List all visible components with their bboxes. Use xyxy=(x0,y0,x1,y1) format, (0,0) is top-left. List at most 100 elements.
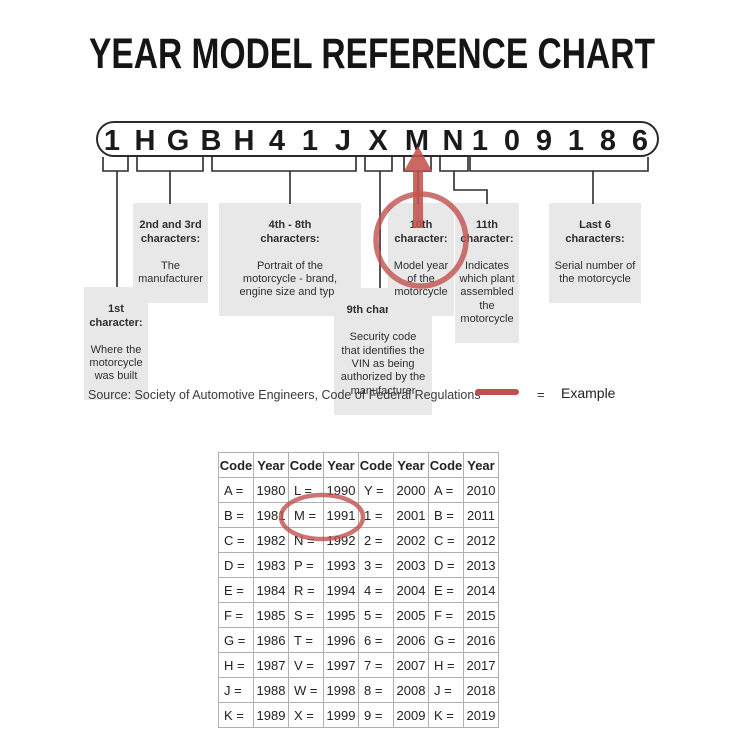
table-cell: W = xyxy=(288,677,324,703)
callout-head: 1st character: xyxy=(89,303,143,329)
table-row: C = 1982 N = 1992 2 = 2002 C = 2012 xyxy=(218,527,499,553)
table-cell: 2018 xyxy=(463,677,499,703)
table-header-row: Code Year Code Year Code Year Code Year xyxy=(218,452,499,478)
table-cell: E = xyxy=(218,577,254,603)
table-cell: 1984 xyxy=(253,577,289,603)
callout-head: 10th character: xyxy=(394,219,448,245)
table-cell: 1997 xyxy=(323,652,359,678)
callout-body: Where the motorcycle was built xyxy=(89,343,143,383)
table-header-cell: Code xyxy=(428,452,464,478)
callout-1st-character: 1st character: Where the motorcycle was … xyxy=(84,287,148,401)
table-cell: 2016 xyxy=(463,627,499,653)
table-header-cell: Year xyxy=(393,452,429,478)
table-row: G = 1986 T = 1996 6 = 2006 G = 2016 xyxy=(218,627,499,653)
table-cell: 4 = xyxy=(358,577,394,603)
vin-pill xyxy=(96,121,659,157)
table-cell: 1999 xyxy=(323,702,359,728)
table-cell: 1995 xyxy=(323,602,359,628)
table-cell: 2004 xyxy=(393,577,429,603)
table-cell: 1994 xyxy=(323,577,359,603)
bracket-1st xyxy=(102,157,129,172)
table-cell: 1985 xyxy=(253,602,289,628)
table-cell: 1990 xyxy=(323,477,359,503)
callout-head: 4th - 8th characters: xyxy=(260,219,320,245)
table-cell: 2008 xyxy=(393,677,429,703)
table-row: K = 1989 X = 1999 9 = 2009 K = 2019 xyxy=(218,702,499,728)
table-cell: 2009 xyxy=(393,702,429,728)
table-cell: 2017 xyxy=(463,652,499,678)
table-cell: 1983 xyxy=(253,552,289,578)
callout-head: Last 6 characters: xyxy=(565,219,625,245)
vin-char: H xyxy=(135,125,156,157)
vin-char: H xyxy=(234,125,255,157)
callout-body: Serial number of the motorcycle xyxy=(554,259,636,286)
table-cell: 2 = xyxy=(358,527,394,553)
table-cell: G = xyxy=(428,627,464,653)
table-cell: D = xyxy=(218,552,254,578)
table-cell: F = xyxy=(218,602,254,628)
table-cell: 1 = xyxy=(358,502,394,528)
table-row: F = 1985 S = 1995 5 = 2005 F = 2015 xyxy=(218,602,499,628)
vin-char: 9 xyxy=(536,125,552,157)
table-row: A = 1980 L = 1990 Y = 2000 A = 2010 xyxy=(218,477,499,503)
table-cell: 2015 xyxy=(463,602,499,628)
table-cell: J = xyxy=(218,677,254,703)
table-cell: 2000 xyxy=(393,477,429,503)
table-cell: S = xyxy=(288,602,324,628)
table-cell: 6 = xyxy=(358,627,394,653)
table-cell: G = xyxy=(218,627,254,653)
table-header-cell: Year xyxy=(463,452,499,478)
vin-char: 1 xyxy=(568,125,584,157)
table-cell: D = xyxy=(428,552,464,578)
callout-head: 2nd and 3rd characters: xyxy=(139,219,202,245)
vin-char: 1 xyxy=(472,125,488,157)
table-cell: N = xyxy=(288,527,324,553)
table-row: H = 1987 V = 1997 7 = 2007 H = 2017 xyxy=(218,652,499,678)
table-row: D = 1983 P = 1993 3 = 2003 D = 2013 xyxy=(218,552,499,578)
vin-char: 0 xyxy=(504,125,520,157)
table-header-cell: Year xyxy=(323,452,359,478)
table-cell: 2010 xyxy=(463,477,499,503)
table-row: B = 1981 M = 1991 1 = 2001 B = 2011 xyxy=(218,502,499,528)
table-cell: 2014 xyxy=(463,577,499,603)
table-body: A = 1980 L = 1990 Y = 2000 A = 2010 B = 1981 M = 19… xyxy=(218,477,499,728)
table-cell: 2007 xyxy=(393,652,429,678)
table-header-cell: Code xyxy=(358,452,394,478)
table-cell: L = xyxy=(288,477,324,503)
table-cell: 2011 xyxy=(463,502,499,528)
table-cell: P = xyxy=(288,552,324,578)
table-cell: 2005 xyxy=(393,602,429,628)
table-cell: 2002 xyxy=(393,527,429,553)
code-year-table: Code Year Code Year Code Year Code Year A = 1980… xyxy=(218,452,499,728)
table-cell: B = xyxy=(218,502,254,528)
callout-11th-character: 11th character: Indicates which plant as… xyxy=(455,203,519,344)
table-cell: 8 = xyxy=(358,677,394,703)
table-cell: 1989 xyxy=(253,702,289,728)
vin-char: 1 xyxy=(302,125,318,157)
table-cell: 1998 xyxy=(323,677,359,703)
vin-char: M xyxy=(405,125,429,157)
table-cell: H = xyxy=(428,652,464,678)
table-cell: 2013 xyxy=(463,552,499,578)
table-cell: K = xyxy=(428,702,464,728)
table-cell: 1980 xyxy=(253,477,289,503)
page-title: YEAR MODEL REFERENCE CHART xyxy=(89,30,655,78)
bracket-2nd-3rd xyxy=(136,157,204,172)
callout-body: Indicates which plant assembled the moto… xyxy=(459,259,515,326)
callout-2nd-3rd-characters: 2nd and 3rd characters: The manufacturer xyxy=(133,203,208,303)
table-cell: 1988 xyxy=(253,677,289,703)
table-cell: 5 = xyxy=(358,602,394,628)
table-cell: H = xyxy=(218,652,254,678)
callout-10th-character: 10th character: Model year of the motorc… xyxy=(388,203,454,317)
vin-char: 6 xyxy=(632,125,648,157)
table-cell: 2001 xyxy=(393,502,429,528)
vin-char: 1 xyxy=(104,125,120,157)
table-cell: 7 = xyxy=(358,652,394,678)
callout-body: Model year of the motorcycle xyxy=(393,259,449,299)
table-cell: 1996 xyxy=(323,627,359,653)
vin-char: 4 xyxy=(269,125,285,157)
bracket-11th xyxy=(439,157,469,172)
table-cell: C = xyxy=(428,527,464,553)
table-cell: 1993 xyxy=(323,552,359,578)
